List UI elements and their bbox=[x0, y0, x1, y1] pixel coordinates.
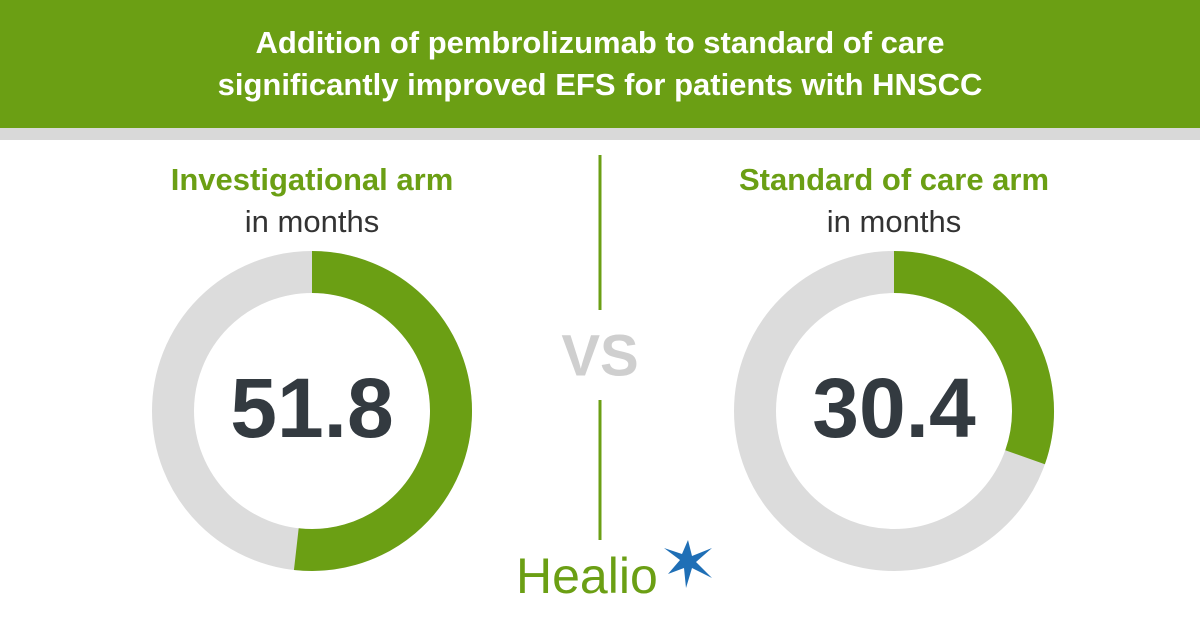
header: Addition of pembrolizumab to standard of… bbox=[0, 0, 1200, 128]
donut-arc bbox=[293, 251, 472, 571]
donut-value: 51.8 bbox=[230, 361, 394, 455]
donut-title: Investigational arm bbox=[171, 162, 454, 197]
logo-star bbox=[664, 540, 712, 588]
header-stripe bbox=[0, 128, 1200, 140]
header-title: Addition of pembrolizumab to standard of… bbox=[217, 25, 983, 102]
donut-subtitle: in months bbox=[245, 204, 379, 239]
donut-value: 30.4 bbox=[812, 361, 976, 455]
donut-title: Standard of care arm bbox=[739, 162, 1049, 197]
logo: Healio bbox=[516, 548, 658, 604]
vs-label: VS bbox=[561, 323, 638, 388]
donut-subtitle: in months bbox=[827, 204, 961, 239]
donut-arc bbox=[893, 251, 1054, 465]
